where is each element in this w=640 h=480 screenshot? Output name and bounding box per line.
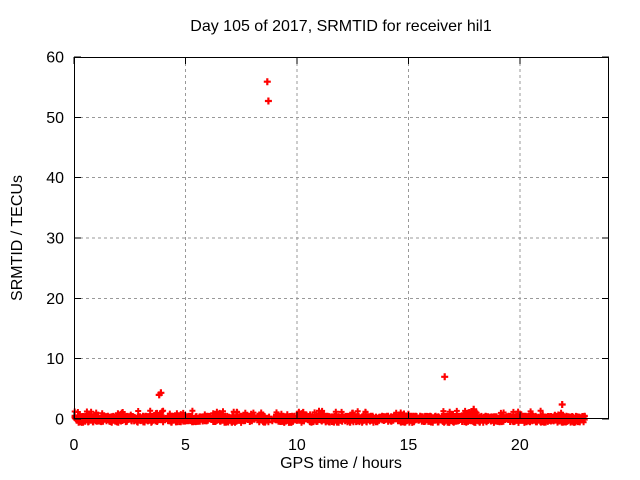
- y-tick-label: 60: [46, 50, 64, 67]
- y-tick-label: 10: [46, 351, 64, 368]
- y-tick-label: 20: [46, 291, 64, 308]
- y-tick-label: 40: [46, 170, 64, 187]
- y-tick-label: 30: [46, 231, 64, 248]
- y-tick-label: 0: [55, 412, 64, 429]
- x-tick-label: 15: [399, 437, 417, 454]
- y-tick-labels: 0 10 20 30 40 50 60: [46, 50, 64, 429]
- x-tick-label: 10: [288, 437, 306, 454]
- grid-line-path: [74, 57, 609, 419]
- tick-mark-path: [73, 56, 609, 420]
- x-axis-label: GPS time / hours: [280, 455, 402, 472]
- x-tick-label: 0: [70, 437, 79, 454]
- outlier-markers: [155, 78, 566, 416]
- y-tick-label: 50: [46, 110, 64, 127]
- y-axis-label: SRMTID / TECUs: [9, 175, 26, 301]
- axis-tick-marks: [73, 56, 609, 420]
- chart-title: Day 105 of 2017, SRMTID for receiver hil…: [190, 18, 492, 35]
- outlier-points: [155, 78, 566, 416]
- grid-lines: [74, 57, 609, 419]
- x-tick-label: 5: [181, 437, 190, 454]
- x-tick-labels: 0 5 10 15 20: [70, 437, 529, 454]
- x-tick-label: 20: [511, 437, 529, 454]
